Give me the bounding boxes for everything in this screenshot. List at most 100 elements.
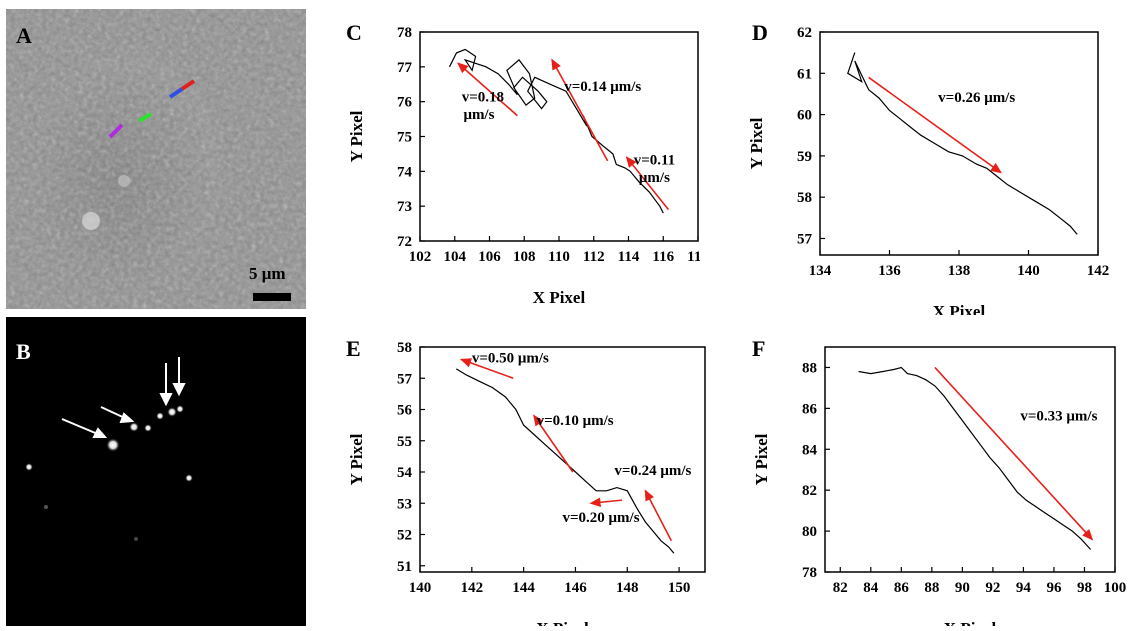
y-tick-label: 54 xyxy=(397,465,413,481)
trajectory-line xyxy=(847,52,1078,235)
x-tick-label: 142 xyxy=(1087,263,1110,279)
x-tick-label: 140 xyxy=(1017,263,1040,279)
x-tick-label: 84 xyxy=(863,580,879,596)
x-axis-label: X Pixel xyxy=(944,619,997,626)
y-tick-label: 57 xyxy=(797,231,813,247)
y-tick-label: 78 xyxy=(397,25,412,41)
x-axis-label: X Pixel xyxy=(933,302,986,315)
x-tick-label: 100 xyxy=(1104,580,1127,596)
track-segment-purple xyxy=(108,123,124,139)
x-tick-label: 106 xyxy=(478,249,501,265)
x-axis-label: X Pixel xyxy=(536,619,589,626)
x-tick-label: 114 xyxy=(618,249,640,265)
trajectory-line xyxy=(448,48,664,214)
velocity-arrow xyxy=(533,414,574,473)
x-tick-label: 90 xyxy=(955,580,970,596)
x-tick-label: 142 xyxy=(461,580,484,596)
y-tick-label: 86 xyxy=(802,401,818,417)
velocity-arrow xyxy=(551,58,609,162)
pointer-arrow-1 xyxy=(61,418,101,436)
y-tick-label: 82 xyxy=(802,483,817,499)
velocity-annotation: v=0.14 μm/s xyxy=(564,79,641,95)
x-tick-label: 146 xyxy=(564,580,587,596)
panel-e-label: E xyxy=(346,336,361,361)
plot-frame xyxy=(819,31,1099,256)
track-segment-blue xyxy=(168,87,184,99)
y-tick-label: 59 xyxy=(797,149,812,165)
scale-bar xyxy=(253,293,291,301)
x-tick-label: 118 xyxy=(687,249,700,265)
panel-f-label: F xyxy=(752,336,766,361)
y-tick-label: 51 xyxy=(397,559,412,575)
chart-panel-d: 134 136 138 140 142 57 58 59 60 61 62 X Pixel Y Pixe… xyxy=(747,25,1110,315)
scale-bar-label: 5 μm xyxy=(249,264,286,283)
y-tick-label: 76 xyxy=(397,95,413,111)
velocity-arrow xyxy=(589,497,623,508)
y-tick-label: 80 xyxy=(802,524,817,540)
y-tick-label: 56 xyxy=(397,403,413,419)
x-tick-label: 140 xyxy=(409,580,432,596)
x-tick-label: 144 xyxy=(512,580,535,596)
y-tick-label: 72 xyxy=(397,234,412,250)
velocity-annotation: v=0.20 μm/s xyxy=(563,510,640,526)
x-tick-label: 150 xyxy=(668,580,691,596)
velocity-arrow xyxy=(934,366,1094,541)
velocity-annotation: μm/s xyxy=(463,107,494,123)
y-axis-label: Y Pixel xyxy=(752,433,771,485)
panel-c-label: C xyxy=(346,20,362,45)
velocity-annotation: v=0.26 μm/s xyxy=(938,90,1015,106)
x-tick-label: 112 xyxy=(583,249,605,265)
x-tick-label: 108 xyxy=(513,249,536,265)
chart-panel-f: 82 84 86 88 90 92 94 96 98 100 78 80 82 84 86 88 X Pixel… xyxy=(752,346,1127,626)
brightfield-image xyxy=(6,9,306,309)
panel-b-fluorescence: B xyxy=(6,317,306,626)
velocity-annotation: v=0.33 μm/s xyxy=(1020,409,1097,425)
y-tick-label: 60 xyxy=(797,108,812,124)
y-tick-label: 74 xyxy=(397,164,413,180)
y-tick-label: 52 xyxy=(397,528,412,544)
x-tick-label: 92 xyxy=(985,580,1000,596)
fluorescence-image xyxy=(25,357,193,541)
x-tick-label: 86 xyxy=(894,580,910,596)
y-tick-label: 84 xyxy=(802,442,818,458)
y-tick-label: 73 xyxy=(397,199,412,215)
x-tick-label: 134 xyxy=(809,263,832,279)
x-tick-label: 148 xyxy=(616,580,639,596)
velocity-annotation: v=0.24 μm/s xyxy=(614,463,691,479)
chart-panel-e: 140 142 144 146 148 150 51 52 53 54 55 56 57 58 X Pixe… xyxy=(347,340,706,626)
y-tick-label: 61 xyxy=(797,66,812,82)
velocity-arrow xyxy=(868,76,1002,174)
y-tick-label: 58 xyxy=(797,190,812,206)
chart-panel-c: 102 104 106 108 110 112 114 116 118 72 73 74 75 76 77 7… xyxy=(347,25,700,307)
y-tick-label: 77 xyxy=(397,60,413,76)
x-tick-label: 98 xyxy=(1077,580,1092,596)
velocity-arrow xyxy=(457,62,518,117)
x-tick-label: 136 xyxy=(878,263,901,279)
x-axis-label: X Pixel xyxy=(533,288,586,307)
x-tick-label: 102 xyxy=(409,249,432,265)
y-axis-label: Y Pixel xyxy=(347,110,366,162)
y-tick-label: 53 xyxy=(397,496,412,512)
x-tick-label: 110 xyxy=(548,249,570,265)
x-tick-label: 94 xyxy=(1016,580,1032,596)
velocity-annotation: μm/s xyxy=(639,170,670,186)
x-tick-label: 104 xyxy=(444,249,467,265)
trajectory-line xyxy=(858,366,1092,550)
y-tick-label: 88 xyxy=(802,360,817,376)
panel-b-label: B xyxy=(16,339,31,364)
y-axis-label: Y Pixel xyxy=(747,117,766,169)
velocity-annotation: v=0.50 μm/s xyxy=(472,351,549,367)
y-tick-label: 58 xyxy=(397,340,412,356)
x-tick-label: 116 xyxy=(652,249,674,265)
velocity-annotation: v=0.18 xyxy=(462,90,504,106)
y-tick-label: 78 xyxy=(802,565,817,581)
plot-frame xyxy=(419,346,706,573)
x-tick-label: 82 xyxy=(833,580,848,596)
trajectory-line xyxy=(455,368,675,554)
y-tick-label: 75 xyxy=(397,130,412,146)
velocity-annotation: v=0.10 μm/s xyxy=(537,413,614,429)
x-tick-label: 138 xyxy=(948,263,971,279)
plot-frame xyxy=(824,346,1116,573)
velocity-arrow xyxy=(625,156,670,211)
y-axis-label: Y Pixel xyxy=(347,433,366,485)
